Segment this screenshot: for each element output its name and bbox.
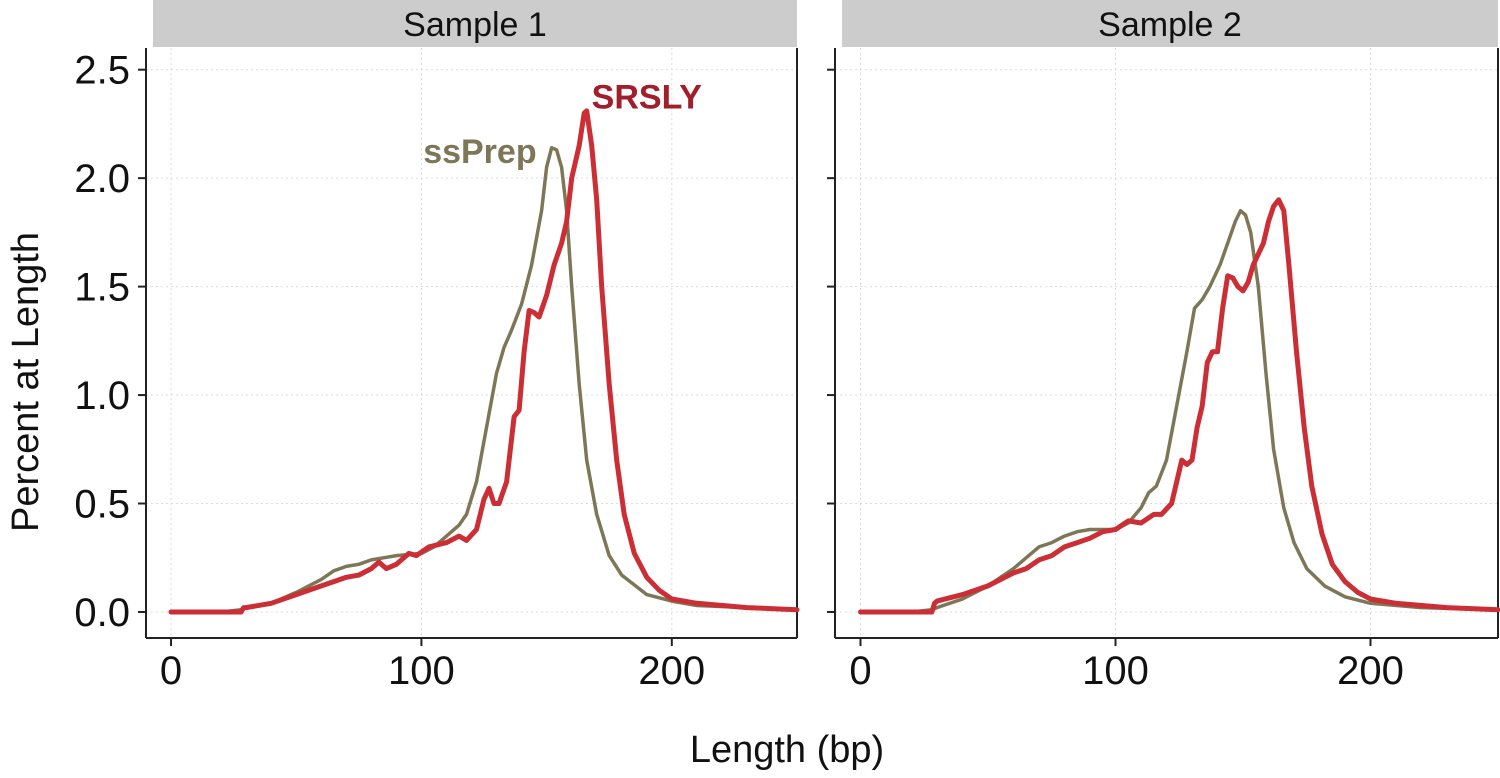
y-tick-label: 0.5 xyxy=(74,483,130,527)
panel-1: Sample 1 0 100 200 SRSLY ssPrep xyxy=(138,0,800,693)
series-label-srsly: SRSLY xyxy=(592,79,703,117)
y-tick-label: 0.0 xyxy=(74,591,130,635)
series-line-ssprep xyxy=(169,146,799,614)
panels: Sample 1 0 100 200 SRSLY ssPrep Sample 2 0 100 20… xyxy=(138,0,1500,693)
strip-title: Sample 1 xyxy=(403,6,547,44)
x-tick-label: 100 xyxy=(388,649,455,693)
x-tick-label: 100 xyxy=(1082,649,1149,693)
y-tick-label: 2.5 xyxy=(74,49,130,93)
panel-2: Sample 2 0 100 200 xyxy=(827,0,1500,693)
y-tick-label: 1.5 xyxy=(74,266,130,310)
x-axis-title: Length (bp) xyxy=(690,729,884,771)
strip-header xyxy=(842,0,1498,47)
y-axis: 0.0 0.5 1.0 1.5 2.0 2.5 xyxy=(74,49,130,635)
y-tick-label: 1.0 xyxy=(74,374,130,418)
x-tick-label: 200 xyxy=(638,649,705,693)
strip-title: Sample 2 xyxy=(1098,6,1242,44)
y-axis-title: Percent at Length xyxy=(5,232,47,532)
series-line-ssprep xyxy=(858,208,1500,614)
strip-header xyxy=(153,0,797,47)
x-tick-label: 0 xyxy=(849,649,871,693)
series-line-srsly xyxy=(858,197,1500,615)
y-tick-label: 2.0 xyxy=(74,157,130,201)
series-line-srsly xyxy=(168,108,800,615)
x-tick-label: 0 xyxy=(160,649,182,693)
x-tick-label: 200 xyxy=(1337,649,1404,693)
series-label-ssprep: ssPrep xyxy=(423,133,536,171)
